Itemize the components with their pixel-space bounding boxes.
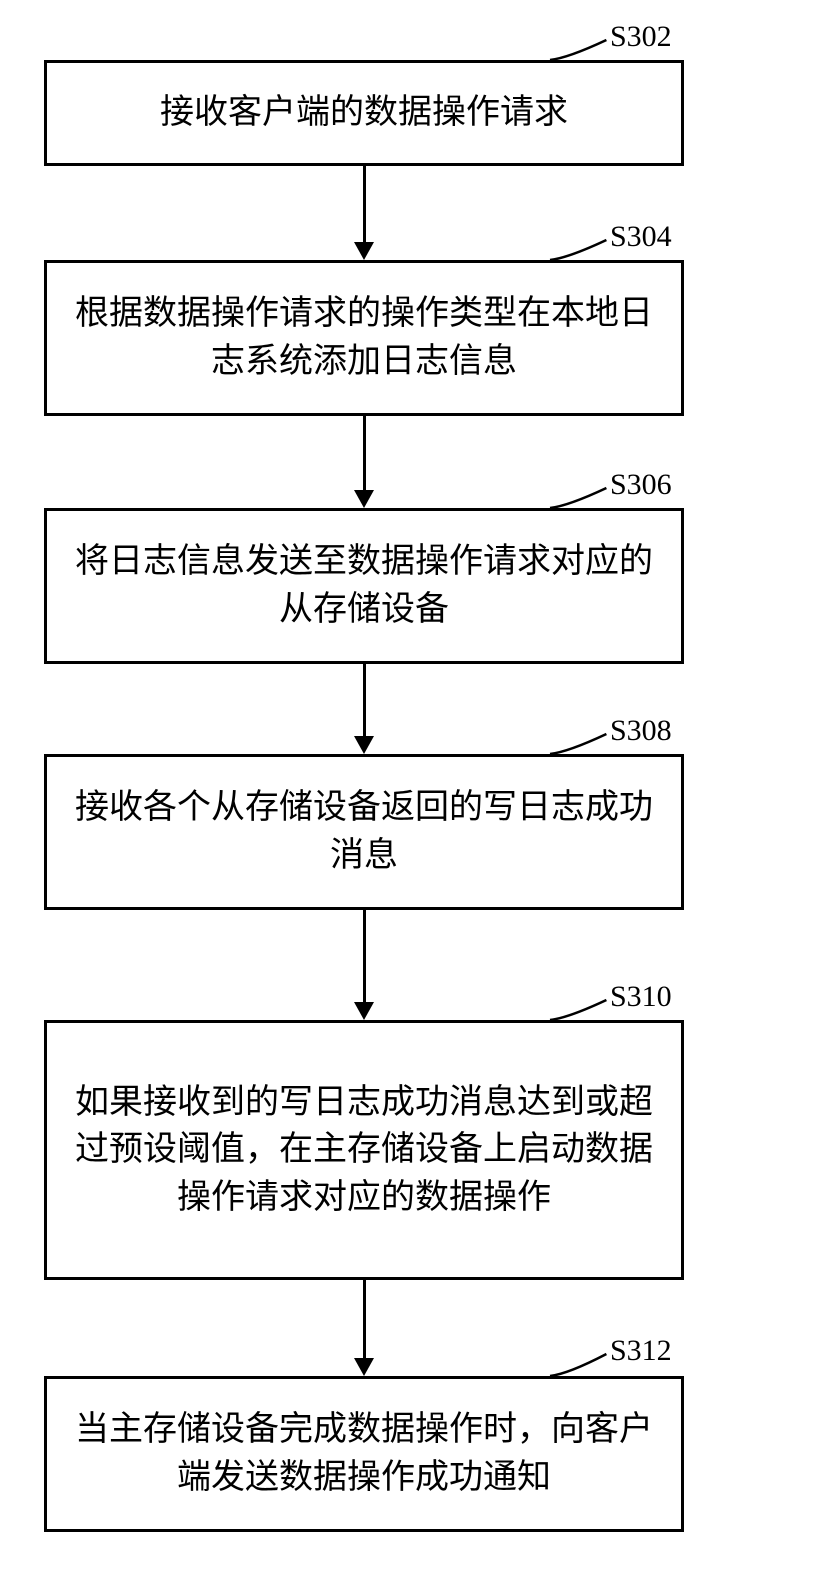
label-connector bbox=[545, 729, 621, 769]
arrow-line bbox=[363, 166, 366, 246]
step-box-s302: 接收客户端的数据操作请求 bbox=[44, 60, 684, 166]
step-text: 当主存储设备完成数据操作时，向客户端发送数据操作成功通知 bbox=[67, 1406, 661, 1501]
label-connector bbox=[545, 483, 621, 523]
arrow-line bbox=[363, 664, 366, 740]
arrow-line bbox=[363, 910, 366, 1006]
arrow-head-icon bbox=[354, 1002, 374, 1020]
arrow-head-icon bbox=[354, 490, 374, 508]
arrow-line bbox=[363, 416, 366, 494]
arrow-head-icon bbox=[354, 736, 374, 754]
step-text: 如果接收到的写日志成功消息达到或超过预设阈值，在主存储设备上启动数据操作请求对应… bbox=[67, 1079, 661, 1222]
step-box-s304: 根据数据操作请求的操作类型在本地日志系统添加日志信息 bbox=[44, 260, 684, 416]
step-text: 接收客户端的数据操作请求 bbox=[160, 89, 568, 137]
arrow-head-icon bbox=[354, 1358, 374, 1376]
label-connector bbox=[545, 235, 621, 275]
step-box-s308: 接收各个从存储设备返回的写日志成功消息 bbox=[44, 754, 684, 910]
step-text: 根据数据操作请求的操作类型在本地日志系统添加日志信息 bbox=[67, 290, 661, 385]
step-box-s310: 如果接收到的写日志成功消息达到或超过预设阈值，在主存储设备上启动数据操作请求对应… bbox=[44, 1020, 684, 1280]
step-text: 将日志信息发送至数据操作请求对应的从存储设备 bbox=[67, 538, 661, 633]
arrow-line bbox=[363, 1280, 366, 1362]
label-connector bbox=[545, 1349, 621, 1391]
arrow-head-icon bbox=[354, 242, 374, 260]
step-text: 接收各个从存储设备返回的写日志成功消息 bbox=[67, 784, 661, 879]
step-box-s312: 当主存储设备完成数据操作时，向客户端发送数据操作成功通知 bbox=[44, 1376, 684, 1532]
step-box-s306: 将日志信息发送至数据操作请求对应的从存储设备 bbox=[44, 508, 684, 664]
label-connector bbox=[545, 995, 621, 1035]
label-connector bbox=[545, 35, 621, 75]
flowchart-container: 接收客户端的数据操作请求S302根据数据操作请求的操作类型在本地日志系统添加日志… bbox=[20, 20, 794, 1567]
